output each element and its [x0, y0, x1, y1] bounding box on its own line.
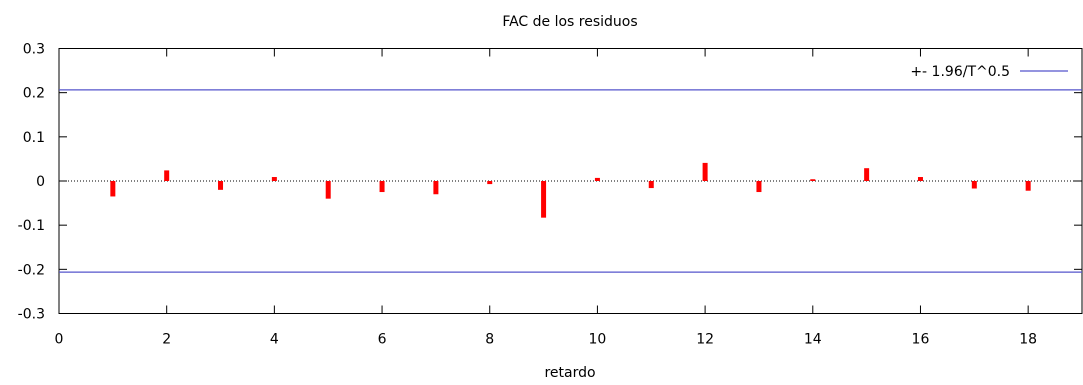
- acf-bar: [325, 181, 331, 199]
- acf-bar: [917, 177, 923, 181]
- acf-bar: [218, 181, 224, 190]
- y-tick-label: 0.1: [23, 130, 45, 146]
- y-tick-label: 0: [36, 174, 45, 190]
- y-axis: -0.3 -0.2 -0.1 0 0.1 0.2 0.3: [18, 42, 1082, 323]
- chart-title: FAC de los residuos: [502, 14, 637, 30]
- acf-bar: [594, 177, 600, 181]
- acf-bar: [1025, 181, 1031, 191]
- x-tick-label: 18: [1019, 332, 1037, 348]
- x-tick-label: 10: [589, 332, 607, 348]
- acf-bar: [433, 181, 439, 195]
- acf-bar: [810, 179, 816, 181]
- x-tick-label: 4: [270, 332, 279, 348]
- acf-bar: [702, 162, 708, 181]
- y-tick-label: 0.2: [23, 86, 45, 102]
- acf-bar: [864, 168, 870, 181]
- acf-bars: [110, 162, 1031, 218]
- x-tick-label: 8: [485, 332, 494, 348]
- acf-bar: [164, 170, 170, 181]
- acf-bar: [971, 181, 977, 189]
- acf-bar: [756, 181, 762, 193]
- acf-bar: [541, 181, 547, 218]
- x-tick-label: 12: [696, 332, 714, 348]
- x-axis-title: retardo: [544, 365, 595, 381]
- x-axis: 0 2 4 6 8 10 12 14 16 18: [55, 48, 1037, 348]
- x-tick-label: 0: [55, 332, 64, 348]
- acf-bar: [379, 181, 385, 193]
- x-tick-label: 16: [912, 332, 930, 348]
- acf-bar: [271, 177, 277, 181]
- acf-bar: [648, 181, 654, 189]
- confidence-bands: [59, 89, 1082, 273]
- x-tick-label: 6: [378, 332, 387, 348]
- x-tick-label: 2: [162, 332, 171, 348]
- x-tick-label: 14: [804, 332, 822, 348]
- y-tick-label: 0.3: [23, 42, 45, 58]
- acf-bar: [110, 181, 116, 197]
- legend-label: +- 1.96/T^0.5: [910, 64, 1010, 80]
- acf-bar: [487, 181, 493, 185]
- y-tick-label: -0.1: [18, 218, 45, 234]
- legend: +- 1.96/T^0.5: [910, 64, 1068, 80]
- y-tick-label: -0.2: [18, 262, 45, 278]
- y-tick-label: -0.3: [18, 307, 45, 323]
